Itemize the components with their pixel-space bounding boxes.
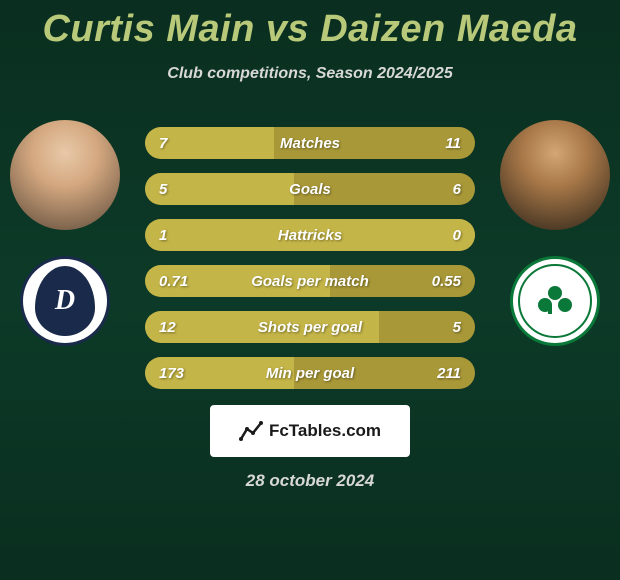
stat-label: Min per goal [145,365,475,382]
player-right-avatar [500,120,610,230]
page-title: Curtis Main vs Daizen Maeda [42,8,577,51]
stat-label: Goals per match [145,273,475,290]
stat-row: 711Matches [145,127,475,159]
stat-row: 56Goals [145,173,475,205]
date-label: 28 october 2024 [246,471,375,491]
subtitle: Club competitions, Season 2024/2025 [167,65,452,83]
stat-row: 0.710.55Goals per match [145,265,475,297]
stat-label: Goals [145,181,475,198]
club-left-initial: D [35,266,95,336]
stat-label: Shots per goal [145,319,475,336]
branding-text: FcTables.com [269,421,381,441]
player-left-avatar [10,120,120,230]
stat-label: Hattricks [145,227,475,244]
fctables-logo-icon [239,419,263,443]
stat-label: Matches [145,135,475,152]
club-left-badge: D [20,256,110,346]
celtic-clover-icon [540,286,570,316]
stat-row: 125Shots per goal [145,311,475,343]
club-right-badge [510,256,600,346]
stat-row: 173211Min per goal [145,357,475,389]
branding-badge: FcTables.com [210,405,410,457]
stat-row: 10Hattricks [145,219,475,251]
